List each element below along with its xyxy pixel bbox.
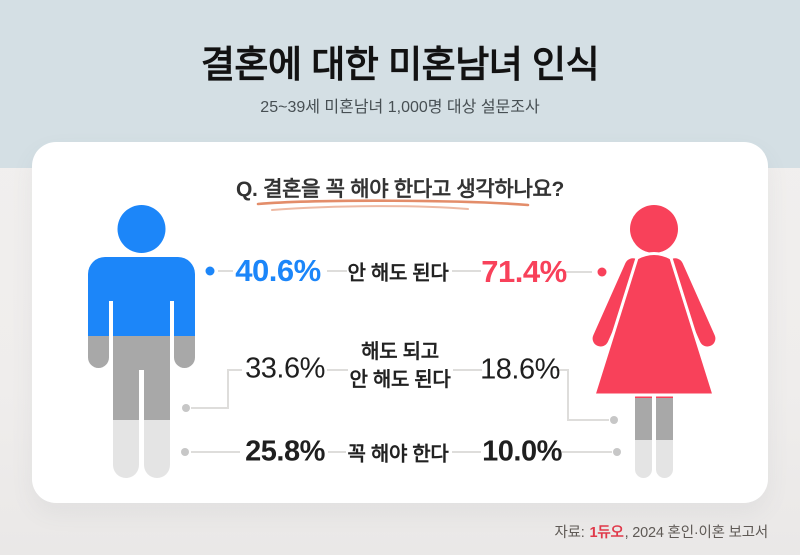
women-pct-no-need: 71.4% (481, 254, 567, 289)
page-subtitle: 25~39세 미혼남녀 1,000명 대상 설문조사 (260, 99, 540, 116)
survey-question: Q. 결혼을 꼭 해야 한다고 생각하나요? (235, 178, 565, 201)
women-pct-either: 18.6% (480, 353, 560, 386)
male-figure-icon (88, 205, 195, 478)
female-figure-icon (592, 205, 716, 478)
answer-label-either: 해도 되고 안 해도 된다 (349, 341, 451, 391)
page-title: 결혼에 대한 미혼남녀 인식 (200, 44, 600, 85)
header-band (0, 0, 800, 168)
men-pct-no-need: 40.6% (235, 253, 321, 288)
men-pct-must: 25.8% (245, 435, 325, 468)
duo-logo: 1듀오 (589, 525, 624, 541)
source-prefix: 자료: (554, 525, 585, 541)
answer-label-no-need: 안 해도 된다 (347, 262, 449, 285)
men-pct-either: 33.6% (245, 352, 325, 385)
source-rest: , 2024 혼인·이혼 보고서 (624, 525, 769, 541)
source-line: 자료: 1듀오, 2024 혼인·이혼 보고서 (555, 521, 769, 542)
answer-label-must: 꼭 해야 한다 (347, 443, 449, 466)
women-pct-must: 10.0% (482, 435, 562, 468)
